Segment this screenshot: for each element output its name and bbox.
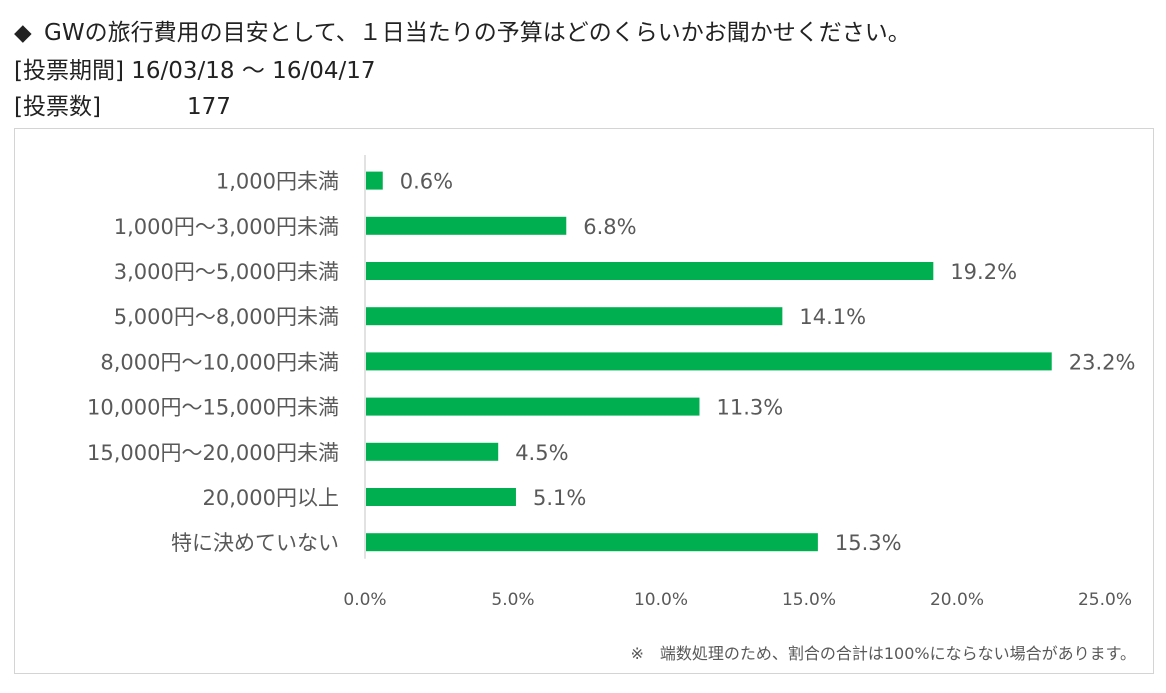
category-label-5: 10,000円～15,000円未満 — [87, 396, 339, 420]
question-title: ◆ GWの旅行費用の目安として、１日当たりの予算はどのくらいかお聞かせください。 — [14, 18, 911, 48]
category-label-6: 15,000円～20,000円未満 — [87, 441, 339, 465]
data-label-6: 4.5% — [515, 441, 568, 465]
x-tick-label-2: 10.0% — [634, 590, 688, 610]
bar-1 — [366, 216, 567, 235]
category-label-1: 1,000円～3,000円未満 — [114, 215, 339, 239]
x-tick-label-0: 0.0% — [343, 590, 386, 610]
vote-count: [投票数] 177 — [14, 92, 231, 122]
category-label-3: 5,000円～8,000円未満 — [114, 305, 339, 329]
data-label-0: 0.6% — [400, 170, 453, 194]
bar-3 — [366, 307, 783, 326]
data-label-8: 15.3% — [835, 531, 902, 555]
data-label-3: 14.1% — [799, 305, 866, 329]
bar-5 — [366, 397, 700, 416]
bar-4 — [366, 352, 1052, 371]
category-label-8: 特に決めていない — [171, 531, 339, 555]
votes-value: 177 — [186, 94, 231, 120]
data-label-4: 23.2% — [1069, 350, 1136, 374]
x-tick-label-5: 25.0% — [1078, 590, 1132, 610]
chart-panel — [14, 128, 1154, 674]
bar-7 — [366, 488, 516, 506]
x-tick-label-1: 5.0% — [491, 590, 534, 610]
data-label-5: 11.3% — [716, 396, 783, 420]
bar-2 — [366, 262, 934, 280]
votes-label: [投票数] — [14, 94, 101, 120]
voting-period: [投票期間] 16/03/18 ～ 16/04/17 — [14, 56, 375, 86]
x-tick-label-3: 15.0% — [782, 590, 836, 610]
category-label-4: 8,000円～10,000円未満 — [100, 350, 339, 374]
question-text: GWの旅行費用の目安として、１日当たりの予算はどのくらいかお聞かせください。 — [44, 20, 911, 46]
x-tick-label-4: 20.0% — [930, 590, 984, 610]
period-label: [投票期間] — [14, 58, 124, 84]
category-label-0: 1,000円未満 — [216, 170, 339, 194]
period-value: 16/03/18 ～ 16/04/17 — [131, 58, 376, 84]
data-label-7: 5.1% — [533, 486, 586, 510]
bar-0 — [366, 171, 383, 190]
category-label-7: 20,000円以上 — [203, 486, 339, 510]
footnote: ※ 端数処理のため、割合の合計は100%にならない場合があります。 — [630, 644, 1136, 663]
category-label-2: 3,000円～5,000円未満 — [114, 260, 339, 284]
data-label-2: 19.2% — [950, 260, 1017, 284]
data-label-1: 6.8% — [583, 215, 636, 239]
bar-8 — [366, 533, 818, 552]
bar-6 — [366, 442, 499, 461]
diamond-bullet-icon: ◆ — [14, 20, 32, 46]
